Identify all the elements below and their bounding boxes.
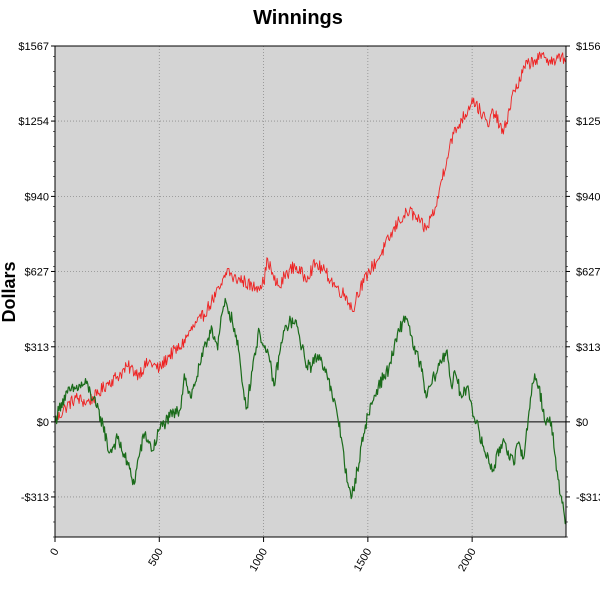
y-tick-label-left: $940: [25, 191, 49, 203]
y-tick-label-right: -$313: [576, 492, 600, 504]
x-tick-label: 0: [48, 547, 61, 558]
axes: [51, 45, 570, 542]
plot-area: [55, 46, 566, 537]
y-axis-label: Dollars: [0, 261, 19, 322]
y-tick-label-left: $1254: [18, 116, 49, 128]
y-tick-label-right: $940: [576, 191, 600, 203]
series-line-1: [54, 51, 567, 424]
y-tick-label-left: $0: [37, 417, 49, 429]
y-tick-label-right: $0: [576, 417, 588, 429]
y-tick-label-left: $313: [25, 342, 49, 354]
chart-title: Winnings: [253, 7, 343, 29]
y-tick-label-right: $313: [576, 342, 600, 354]
x-tick-label: 500: [146, 547, 166, 569]
y-tick-label-right: $1254: [576, 116, 600, 128]
y-tick-label-left: $1567: [18, 41, 49, 53]
y-tick-label-left: -$313: [21, 492, 49, 504]
x-tick-label: 1000: [248, 547, 271, 574]
y-tick-label-left: $627: [25, 266, 49, 278]
y-tick-label-right: $627: [576, 266, 600, 278]
x-tick-label: 2000: [456, 547, 479, 574]
x-tick-label: 1500: [352, 547, 375, 574]
series-lines: [54, 51, 567, 525]
plot-frame: [54, 45, 567, 538]
series-line-2: [54, 297, 567, 525]
y-tick-label-right: $1567: [576, 41, 600, 53]
